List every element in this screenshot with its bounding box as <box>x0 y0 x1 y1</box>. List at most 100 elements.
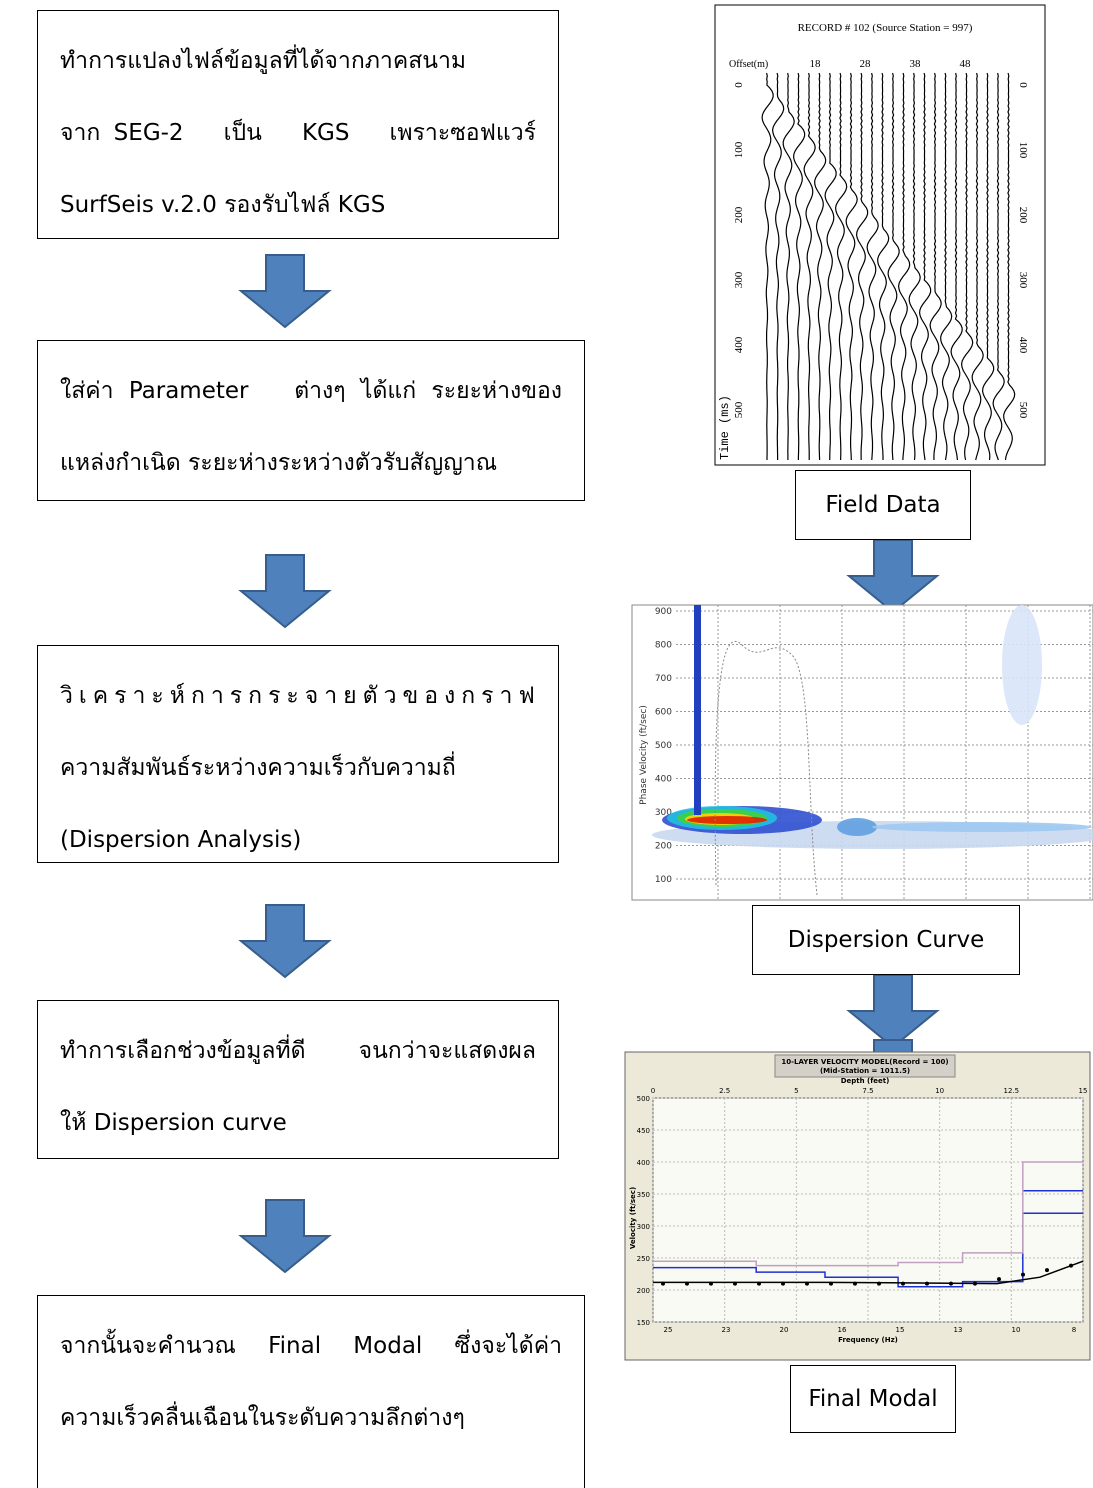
tick-label: 25 <box>664 1326 673 1334</box>
arrow <box>241 1200 329 1272</box>
tick-label: 0 <box>1017 82 1029 88</box>
tick-label: 250 <box>637 1255 650 1263</box>
tick-label: 48 <box>960 58 972 70</box>
tick-label: 300 <box>637 1223 650 1231</box>
step-text: ใส่ค่า Parameter ต่างๆ ได้แก่ ระยะห่างขอ… <box>60 355 562 427</box>
step-text: ความเร็วคลื่นเฉือนในระดับความลึกต่างๆ <box>60 1382 562 1454</box>
tick-label: 700 <box>655 674 672 684</box>
tick-label: 15 <box>1079 1087 1088 1095</box>
tick-label: 28 <box>860 58 872 70</box>
tick-label: 800 <box>655 641 672 651</box>
tick-label: 200 <box>655 842 672 852</box>
heat-blob <box>687 816 767 824</box>
arrow <box>849 540 937 612</box>
tick-label: 200 <box>733 206 745 223</box>
flowchart-page: RECORD # 102 (Source Station = 997) Offse… <box>0 0 1093 1488</box>
measured-point <box>781 1282 785 1286</box>
tick-label: 400 <box>1017 337 1029 354</box>
heat-blob <box>694 605 701 815</box>
measured-point <box>925 1282 929 1286</box>
tick-label: 300 <box>733 271 745 288</box>
step-text: ความสัมพันธ์ระหว่างความเร็วกับความถี่ <box>60 732 536 804</box>
tick-label: 18 <box>810 58 822 70</box>
measured-point <box>709 1282 713 1286</box>
axis-label: Velocity (ft/sec) <box>629 1187 637 1249</box>
tick-label: 10 <box>1012 1326 1021 1334</box>
heat-blob <box>1002 605 1042 725</box>
tick-label: 100 <box>1017 142 1029 159</box>
axis-label: Phase Velocity (ft/sec) <box>639 705 649 805</box>
measured-point <box>661 1282 665 1286</box>
tick-label: 16 <box>838 1326 847 1334</box>
step-text: ทำการเลือกช่วงข้อมูลที่ดี จนกว่าจะแสดงผล <box>60 1015 536 1087</box>
arrow <box>241 555 329 627</box>
caption: Dispersion Curve <box>752 905 1020 975</box>
measured-point <box>997 1277 1001 1281</box>
tick-label: 350 <box>637 1191 650 1199</box>
image-subtitle: (Mid-Station = 1011.5) <box>820 1067 910 1075</box>
arrow <box>241 905 329 977</box>
measured-point <box>1045 1268 1049 1272</box>
measured-point <box>1021 1273 1025 1277</box>
tick-label: 900 <box>655 607 672 617</box>
tick-label: 38 <box>910 58 922 70</box>
step-text: จากนั้นจะคำนวณ Final Modal ซึ่งจะได้ค่า <box>60 1310 562 1382</box>
axis-label: Depth (feet) <box>841 1077 890 1085</box>
step-box: ใส่ค่า Parameter ต่างๆ ได้แก่ ระยะห่างขอ… <box>37 340 585 501</box>
tick-label: 0 <box>651 1087 655 1095</box>
step-text: (Dispersion Analysis) <box>60 804 536 876</box>
step-box: วิเคราะห์การกระจายตัวของกราฟความสัมพันธ์… <box>37 645 559 863</box>
measured-point <box>805 1282 809 1286</box>
tick-label: 200 <box>1017 207 1029 224</box>
caption: Final Modal <box>790 1365 956 1433</box>
tick-label: 200 <box>637 1287 650 1295</box>
measured-point <box>877 1282 881 1286</box>
heat-blob <box>837 818 877 836</box>
tick-label: 8 <box>1072 1326 1076 1334</box>
measured-point <box>685 1282 689 1286</box>
tick-label: 450 <box>637 1127 650 1135</box>
tick-label: 0 <box>733 82 745 88</box>
step-text: ทำการแปลงไฟล์ข้อมูลที่ได้จากภาคสนาม <box>60 25 536 97</box>
image-title: RECORD # 102 (Source Station = 997) <box>798 22 973 34</box>
arrow <box>241 255 329 327</box>
measured-point <box>853 1282 857 1286</box>
tick-label: 400 <box>637 1159 650 1167</box>
step-text: จาก SEG-2 เป็น KGS เพราะซอฟแวร์ <box>60 97 536 169</box>
tick-label: 20 <box>780 1326 789 1334</box>
tick-label: 600 <box>655 708 672 718</box>
tick-label: 7.5 <box>862 1087 873 1095</box>
tick-label: 100 <box>733 141 745 158</box>
axis-label: Frequency (Hz) <box>838 1336 898 1344</box>
axis-label: Offset(m) <box>729 59 768 70</box>
step-box: ทำการเลือกช่วงข้อมูลที่ดี จนกว่าจะแสดงผล… <box>37 1000 559 1159</box>
measured-point <box>973 1282 977 1286</box>
tick-label: 400 <box>655 775 672 785</box>
step-text: SurfSeis v.2.0 รองรับไฟล์ KGS <box>60 169 536 241</box>
tick-label: 5 <box>794 1087 798 1095</box>
image-title: 10-LAYER VELOCITY MODEL(Record = 100) <box>781 1058 948 1066</box>
step-box: จากนั้นจะคำนวณ Final Modal ซึ่งจะได้ค่าค… <box>37 1295 585 1488</box>
tick-label: 400 <box>733 336 745 353</box>
measured-point <box>949 1282 953 1286</box>
tick-label: 10 <box>935 1087 944 1095</box>
caption: Field Data <box>795 470 971 540</box>
tick-label: 500 <box>1017 402 1029 419</box>
tick-label: 15 <box>896 1326 905 1334</box>
tick-label: 2.5 <box>719 1087 730 1095</box>
tick-label: 500 <box>733 401 745 418</box>
step-text: แหล่งกำเนิด ระยะห่างระหว่างตัวรับสัญญาณ <box>60 427 562 499</box>
step-text: ให้ Dispersion curve <box>60 1087 536 1159</box>
measured-point <box>901 1282 905 1286</box>
measured-point <box>829 1282 833 1286</box>
tick-label: 100 <box>655 875 672 885</box>
tick-label: 500 <box>637 1095 650 1103</box>
tick-label: 500 <box>655 741 672 751</box>
step-text: วิเคราะห์การกระจายตัวของกราฟ <box>60 660 536 732</box>
tick-label: 13 <box>954 1326 963 1334</box>
axis-label: Time (ms) <box>718 395 732 460</box>
tick-label: 23 <box>722 1326 731 1334</box>
tick-label: 300 <box>1017 272 1029 289</box>
heat-blob <box>872 822 1092 832</box>
tick-label: 12.5 <box>1004 1087 1020 1095</box>
